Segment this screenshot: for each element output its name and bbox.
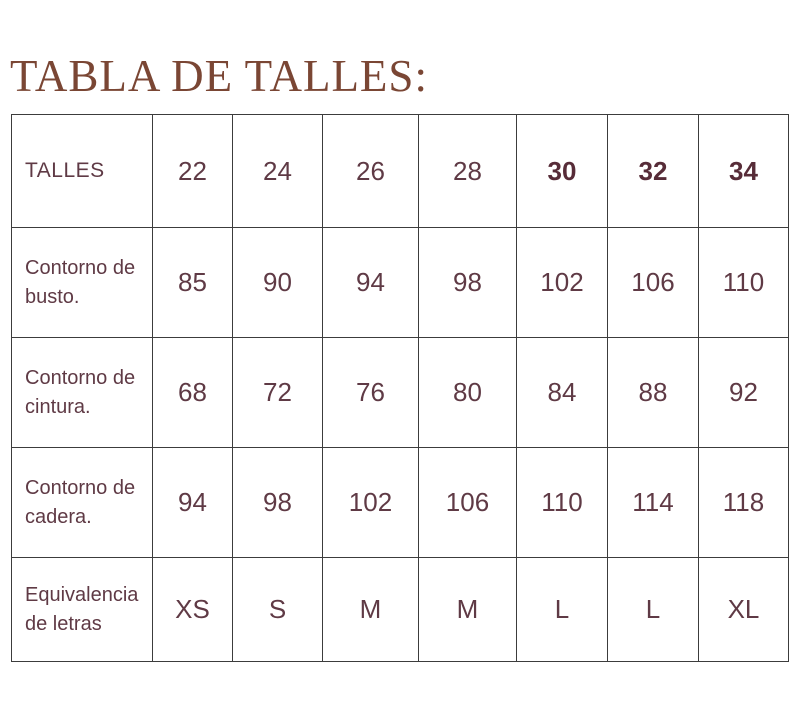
letter-cell: M [322, 557, 419, 662]
size-cell: 28 [418, 114, 517, 228]
value-cell: 94 [152, 447, 233, 558]
value-cell: 68 [152, 337, 233, 448]
size-cell: 26 [322, 114, 419, 228]
table-row-letras: Equivalencia de letras XS S M M L L XL [11, 557, 789, 662]
letter-cell: S [232, 557, 323, 662]
page-title: TABLA DE TALLES: [10, 51, 428, 101]
row-label-letras: Equivalencia de letras [11, 557, 153, 662]
table-row-busto: Contorno de busto. 85 90 94 98 102 106 1… [11, 227, 789, 338]
size-cell: 30 [516, 114, 608, 228]
row-label-cintura: Contorno de cintura. [11, 337, 153, 448]
size-cell: 22 [152, 114, 233, 228]
value-cell: 76 [322, 337, 419, 448]
value-cell: 84 [516, 337, 608, 448]
letter-cell: L [607, 557, 699, 662]
row-label-busto: Contorno de busto. [11, 227, 153, 338]
value-cell: 94 [322, 227, 419, 338]
letter-cell: L [516, 557, 608, 662]
letter-cell: XS [152, 557, 233, 662]
row-label-cadera: Contorno de cadera. [11, 447, 153, 558]
size-chart-table: TALLES 22 24 26 28 30 32 34 Contorno de … [11, 114, 789, 662]
value-cell: 102 [516, 227, 608, 338]
value-cell: 118 [698, 447, 789, 558]
value-cell: 72 [232, 337, 323, 448]
value-cell: 88 [607, 337, 699, 448]
size-cell: 32 [607, 114, 699, 228]
size-cell: 34 [698, 114, 789, 228]
value-cell: 106 [418, 447, 517, 558]
value-cell: 110 [698, 227, 789, 338]
value-cell: 114 [607, 447, 699, 558]
table-row-talles: TALLES 22 24 26 28 30 32 34 [11, 114, 789, 228]
table-row-cadera: Contorno de cadera. 94 98 102 106 110 11… [11, 447, 789, 558]
value-cell: 80 [418, 337, 517, 448]
value-cell: 98 [232, 447, 323, 558]
letter-cell: M [418, 557, 517, 662]
value-cell: 106 [607, 227, 699, 338]
table-row-cintura: Contorno de cintura. 68 72 76 80 84 88 9… [11, 337, 789, 448]
value-cell: 102 [322, 447, 419, 558]
size-cell: 24 [232, 114, 323, 228]
value-cell: 110 [516, 447, 608, 558]
letter-cell: XL [698, 557, 789, 662]
value-cell: 92 [698, 337, 789, 448]
value-cell: 85 [152, 227, 233, 338]
row-label-talles: TALLES [11, 114, 153, 228]
value-cell: 90 [232, 227, 323, 338]
value-cell: 98 [418, 227, 517, 338]
